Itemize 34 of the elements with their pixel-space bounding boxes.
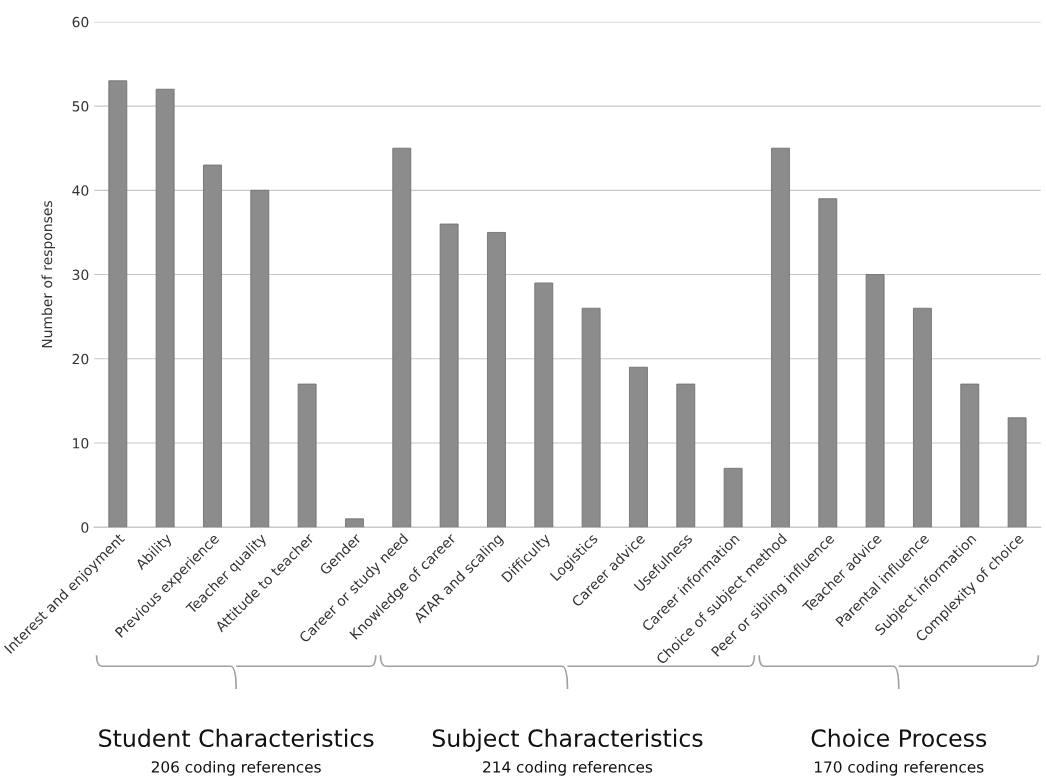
text: 214 coding references bbox=[483, 760, 653, 776]
y-tick-label: 0 bbox=[81, 522, 89, 533]
text: Subject Characteristics bbox=[432, 728, 703, 752]
bar bbox=[771, 147, 790, 528]
bar bbox=[487, 232, 506, 528]
text: 170 coding references bbox=[815, 760, 984, 776]
bar bbox=[108, 80, 128, 528]
y-tick-label: 40 bbox=[72, 185, 89, 196]
bar bbox=[439, 223, 459, 528]
bar bbox=[723, 467, 743, 528]
bar bbox=[1007, 417, 1027, 528]
bar bbox=[676, 383, 696, 528]
bar bbox=[155, 88, 175, 528]
y-tick-label: 30 bbox=[72, 269, 89, 281]
bar bbox=[960, 383, 980, 528]
bar bbox=[534, 282, 554, 528]
text: 206 coding references bbox=[151, 760, 321, 776]
bar bbox=[581, 307, 601, 528]
bar bbox=[392, 147, 412, 528]
y-tick-label: 50 bbox=[72, 101, 89, 112]
text: Student Characteristics bbox=[99, 728, 374, 748]
bar bbox=[629, 366, 648, 528]
bar bbox=[250, 189, 270, 528]
y-tick-label: 10 bbox=[73, 438, 89, 449]
y-axis-title: Number of responses bbox=[41, 201, 55, 348]
text: Choice Process bbox=[811, 728, 987, 748]
bar bbox=[818, 198, 838, 528]
bar bbox=[203, 164, 222, 528]
bar bbox=[865, 274, 885, 528]
y-tick-label: 20 bbox=[72, 353, 89, 365]
y-tick-label: 60 bbox=[72, 16, 89, 28]
bar bbox=[297, 383, 317, 528]
bar bbox=[345, 518, 364, 528]
bar bbox=[913, 307, 932, 528]
